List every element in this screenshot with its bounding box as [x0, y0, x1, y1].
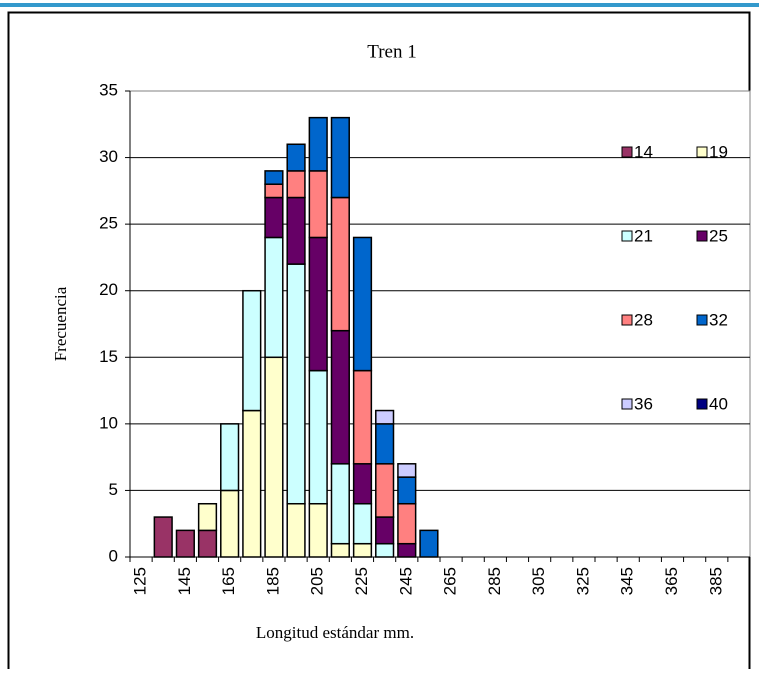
x-tick-label: 225	[352, 567, 371, 595]
x-tick-label: 165	[219, 567, 238, 595]
x-tick-label: 305	[529, 567, 548, 595]
bar-segment	[375, 542, 395, 558]
y-tick-label: 30	[99, 147, 118, 166]
chart-title: Tren 1	[367, 41, 416, 62]
x-tick-label: 205	[308, 567, 327, 595]
bar-segment	[286, 143, 306, 172]
bar-segment	[397, 463, 417, 478]
bar-segment	[375, 463, 395, 518]
legend-label: 36	[634, 394, 653, 413]
bar-segment	[375, 423, 395, 465]
bar-segment	[286, 196, 306, 265]
legend-swatch	[696, 230, 708, 242]
legend-swatch	[696, 146, 708, 158]
x-axis-label: Longitud estándar mm.	[256, 623, 414, 642]
y-tick-label: 20	[99, 280, 118, 299]
legend-swatch	[621, 146, 633, 158]
bar-segment	[242, 409, 262, 558]
y-tick-label: 35	[99, 80, 118, 99]
bar-segment	[352, 502, 373, 545]
bar-segment	[264, 183, 284, 199]
bar-segment	[375, 409, 395, 425]
bar-segment	[264, 170, 284, 185]
bar-segment	[308, 170, 328, 239]
bar-segment	[308, 369, 328, 505]
bar-segment	[330, 463, 350, 545]
bar-segment	[308, 502, 328, 558]
x-tick-label: 345	[618, 567, 637, 595]
bar-segment	[330, 329, 350, 465]
bar-segment	[352, 369, 373, 465]
y-tick-label: 5	[109, 480, 118, 499]
bar-segment	[397, 476, 417, 505]
y-tick-label: 15	[99, 347, 118, 366]
x-tick-label: 145	[175, 567, 194, 595]
legend-label: 21	[634, 226, 653, 245]
legend-swatch	[621, 314, 633, 326]
bar-segment	[286, 502, 306, 558]
x-tick-label: 265	[441, 567, 460, 595]
legend-swatch	[621, 230, 633, 242]
legend-swatch	[696, 398, 708, 410]
legend-label: 32	[709, 310, 728, 329]
x-tick-label: 365	[662, 567, 681, 595]
bar-segment	[352, 236, 373, 372]
bar-segment	[352, 463, 373, 505]
bar-segment	[175, 529, 195, 558]
bar-segment	[197, 529, 218, 558]
legend-label: 25	[709, 226, 728, 245]
bar-segment	[330, 196, 350, 332]
bar-segment	[397, 502, 417, 545]
y-tick-label: 10	[99, 413, 118, 432]
x-tick-label: 245	[396, 567, 415, 595]
legend-label: 28	[634, 310, 653, 329]
y-axis-label: Frecuencia	[51, 286, 70, 361]
bar-segment	[330, 542, 350, 558]
bar-segment	[264, 356, 284, 558]
bar-segment	[286, 170, 306, 199]
x-tick-label: 325	[573, 567, 592, 595]
bar-segment	[242, 289, 262, 412]
bar-segment	[197, 502, 218, 532]
bar-segment	[419, 529, 439, 558]
x-tick-label: 185	[263, 567, 282, 595]
bar-segment	[375, 516, 395, 545]
y-tick-label: 0	[109, 546, 118, 565]
top-bar	[0, 3, 759, 7]
y-tick-label: 25	[99, 214, 118, 233]
bar-segment	[220, 423, 240, 492]
bar-segment	[286, 263, 306, 505]
legend-swatch	[621, 398, 633, 410]
bar-segment	[264, 236, 284, 359]
bar-segment	[352, 542, 373, 558]
bar-segment	[308, 116, 328, 172]
x-tick-label: 385	[706, 567, 725, 595]
bar-segment	[264, 196, 284, 239]
legend-swatch	[696, 314, 708, 326]
legend-label: 19	[709, 142, 728, 161]
bar-segment	[220, 489, 240, 558]
bar-segment	[397, 542, 417, 558]
bar-segment	[330, 116, 350, 199]
bar-segment	[153, 516, 173, 558]
legend-label: 14	[634, 142, 653, 161]
x-tick-label: 285	[485, 567, 504, 595]
x-tick-label: 125	[131, 567, 150, 595]
legend-label: 40	[709, 394, 728, 413]
bar-segment	[308, 236, 328, 372]
